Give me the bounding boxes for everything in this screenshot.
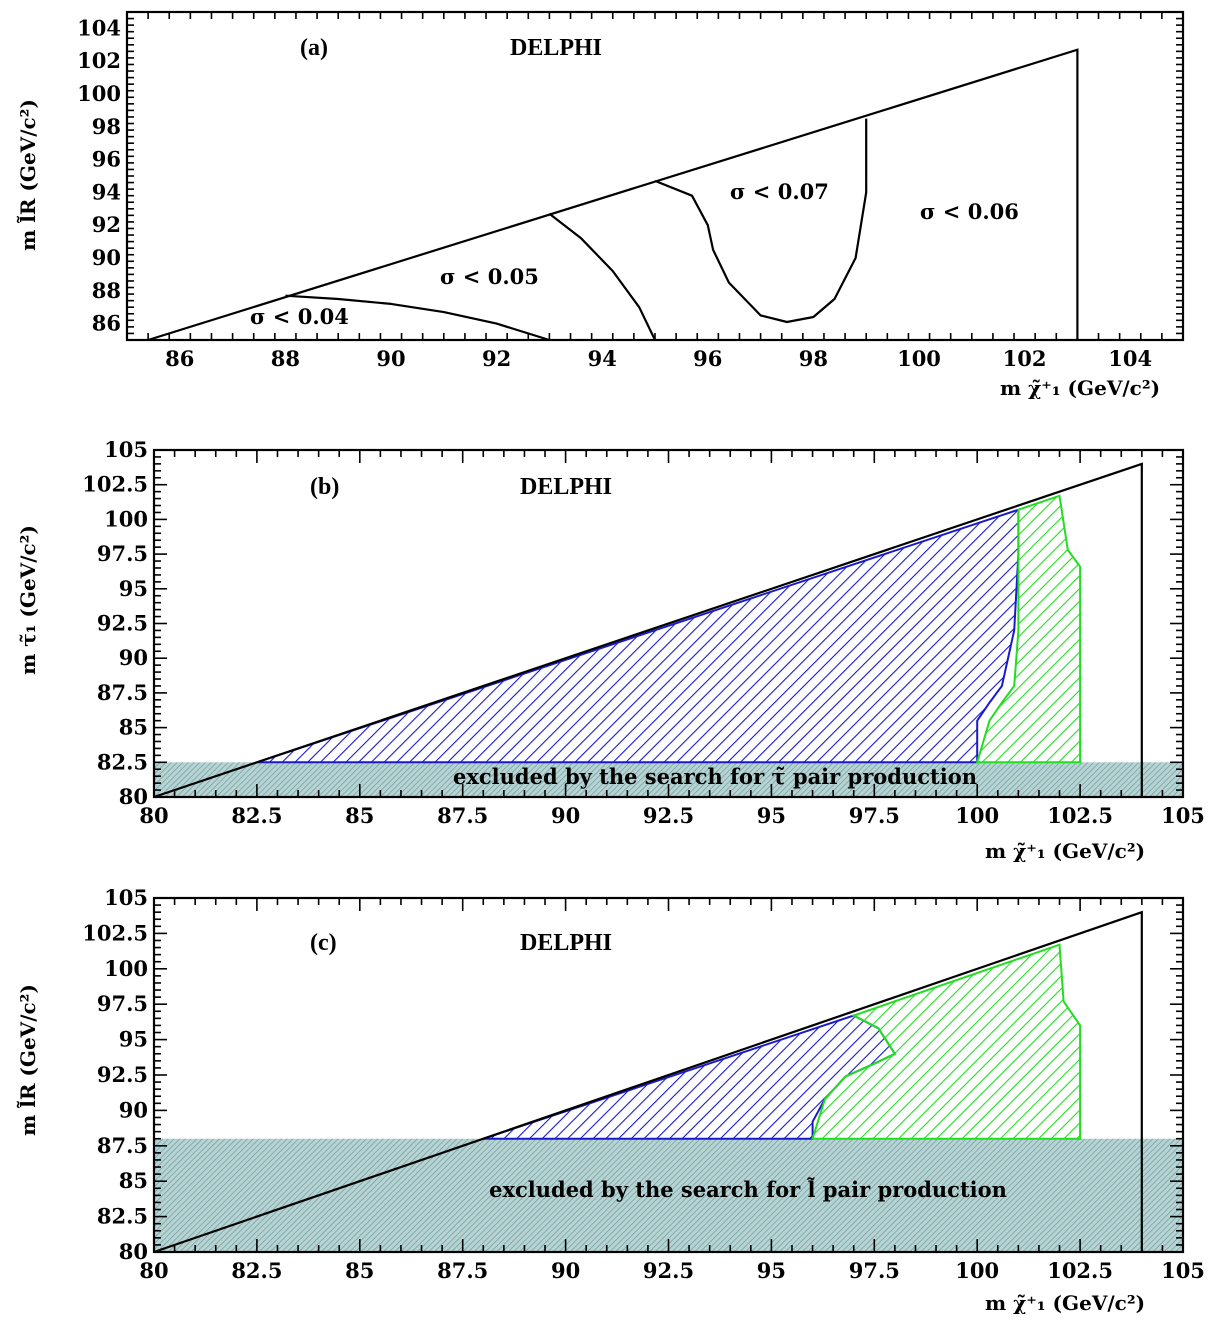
- region-annotation: σ < 0.07: [730, 179, 829, 204]
- x-tick-label: 82.5: [231, 803, 282, 828]
- chart-panel-1: 86 88 90 92 94 96 98 100 102 104 86 88 90 92 94 96 98 100…: [16, 10, 1185, 400]
- y-tick-label: 100: [104, 956, 148, 981]
- x-tick-label: 80: [139, 1258, 168, 1283]
- x-tick-label: 87.5: [437, 1258, 488, 1283]
- y-tick-label: 100: [77, 81, 121, 106]
- excluded-band-label: excluded by the search for l̃ pair produ…: [489, 1177, 1007, 1202]
- x-tick-label: 96: [693, 346, 722, 371]
- y-tick-label: 92: [92, 212, 121, 237]
- x-tick-label: 92.5: [643, 1258, 694, 1283]
- y-tick-label: 82.5: [97, 1204, 148, 1229]
- y-tick-label: 102.5: [82, 472, 148, 497]
- y-tick-label: 80: [119, 1239, 148, 1264]
- x-tick-label: 104: [1108, 346, 1152, 371]
- x-tick-label: 95: [757, 1258, 786, 1283]
- x-tick-label: 105: [1161, 803, 1205, 828]
- x-axis-label: m χ̃⁺₁ (GeV/c²): [985, 839, 1145, 863]
- y-tick-label: 94: [92, 179, 121, 204]
- y-axis-label: m l̃R (GeV/c²): [16, 984, 40, 1136]
- x-tick-label: 100: [955, 803, 999, 828]
- x-tick-label: 80: [139, 803, 168, 828]
- y-tick-label: 102.5: [82, 920, 148, 945]
- contour-line-1: [285, 294, 550, 342]
- y-tick-label: 95: [119, 576, 148, 601]
- x-tick-label: 94: [588, 346, 617, 371]
- kinematic-boundary: [153, 910, 1143, 1254]
- chart-panel-3: 80 82.5 85 87.5 90 92.5 95 97.5 100 102.5 105 80 82.…: [16, 885, 1205, 1315]
- x-axis-label: m χ̃⁺₁ (GeV/c²): [985, 1291, 1145, 1315]
- y-tick-label: 90: [119, 1097, 148, 1122]
- x-tick-label: 105: [1161, 1258, 1205, 1283]
- region-annotation: σ < 0.04: [250, 304, 349, 329]
- y-tick-label: 90: [92, 245, 121, 270]
- x-tick-label: 90: [376, 346, 405, 371]
- x-tick-label: 85: [345, 1258, 374, 1283]
- y-tick-label: 97.5: [97, 541, 148, 566]
- region-annotation: σ < 0.05: [440, 264, 539, 289]
- y-tick-label: 92.5: [97, 1062, 148, 1087]
- x-tick-label: 100: [897, 346, 941, 371]
- y-tick-label: 85: [119, 715, 148, 740]
- y-tick-label: 105: [104, 885, 148, 910]
- kinematic-boundary: [147, 48, 1079, 342]
- panel-label: (a): [300, 35, 328, 61]
- y-tick-label: 92.5: [97, 611, 148, 636]
- x-tick-label: 92.5: [643, 803, 694, 828]
- x-tick-label: 102: [1003, 346, 1047, 371]
- y-axis-label: m l̃R (GeV/c²): [16, 99, 40, 251]
- x-tick-label: 97.5: [849, 803, 900, 828]
- y-tick-label: 95: [119, 1027, 148, 1052]
- excluded-band-label: excluded by the search for τ̃ pair produ…: [453, 764, 977, 789]
- contour-line-2: [548, 212, 656, 341]
- x-tick-label: 86: [165, 346, 194, 371]
- region-green: [975, 494, 1082, 764]
- panel-label: (c): [310, 930, 337, 956]
- x-tick-label: 100: [955, 1258, 999, 1283]
- y-tick-label: 104: [77, 15, 121, 40]
- x-tick-label: 88: [271, 346, 300, 371]
- x-tick-label: 90: [551, 1258, 580, 1283]
- x-tick-label: 95: [757, 803, 786, 828]
- y-tick-label: 90: [119, 645, 148, 670]
- y-tick-label: 102: [77, 48, 121, 73]
- y-tick-label: 105: [104, 437, 148, 462]
- chart-panel-2: 80 82.5 85 87.5 90 92.5 95 97.5 100 102.5 105 80 82.…: [16, 437, 1205, 863]
- x-tick-label: 82.5: [231, 1258, 282, 1283]
- y-tick-label: 88: [92, 278, 121, 303]
- y-tick-label: 87.5: [97, 680, 148, 705]
- kinematic-boundary: [153, 462, 1143, 799]
- region-annotation: σ < 0.06: [920, 199, 1019, 224]
- x-tick-label: 102.5: [1047, 1258, 1113, 1283]
- x-tick-label: 98: [799, 346, 828, 371]
- y-tick-label: 87.5: [97, 1133, 148, 1158]
- chart-title: DELPHI: [510, 35, 602, 61]
- y-axis-label: m τ̃₁ (GeV/c²): [16, 525, 40, 675]
- x-tick-label: 90: [551, 803, 580, 828]
- x-tick-label: 85: [345, 803, 374, 828]
- y-tick-label: 96: [92, 147, 121, 172]
- chart-title: DELPHI: [520, 474, 612, 500]
- plot-frame: [125, 10, 1185, 342]
- contour-line-3: [654, 118, 868, 324]
- y-tick-label: 97.5: [97, 991, 148, 1016]
- panel-label: (b): [310, 474, 339, 500]
- x-tick-label: 87.5: [437, 803, 488, 828]
- x-tick-label: 102.5: [1047, 803, 1113, 828]
- x-axis-label: m χ̃⁺₁ (GeV/c²): [1000, 376, 1160, 400]
- y-tick-label: 85: [119, 1168, 148, 1193]
- y-tick-label: 82.5: [97, 749, 148, 774]
- y-tick-label: 86: [92, 311, 121, 336]
- region-green: [811, 943, 1082, 1140]
- x-tick-label: 92: [482, 346, 511, 371]
- x-tick-label: 97.5: [849, 1258, 900, 1283]
- y-tick-label: 98: [92, 114, 121, 139]
- chart-title: DELPHI: [520, 930, 612, 956]
- excluded-band: [154, 1138, 1183, 1252]
- y-tick-label: 80: [119, 784, 148, 809]
- y-tick-label: 100: [104, 506, 148, 531]
